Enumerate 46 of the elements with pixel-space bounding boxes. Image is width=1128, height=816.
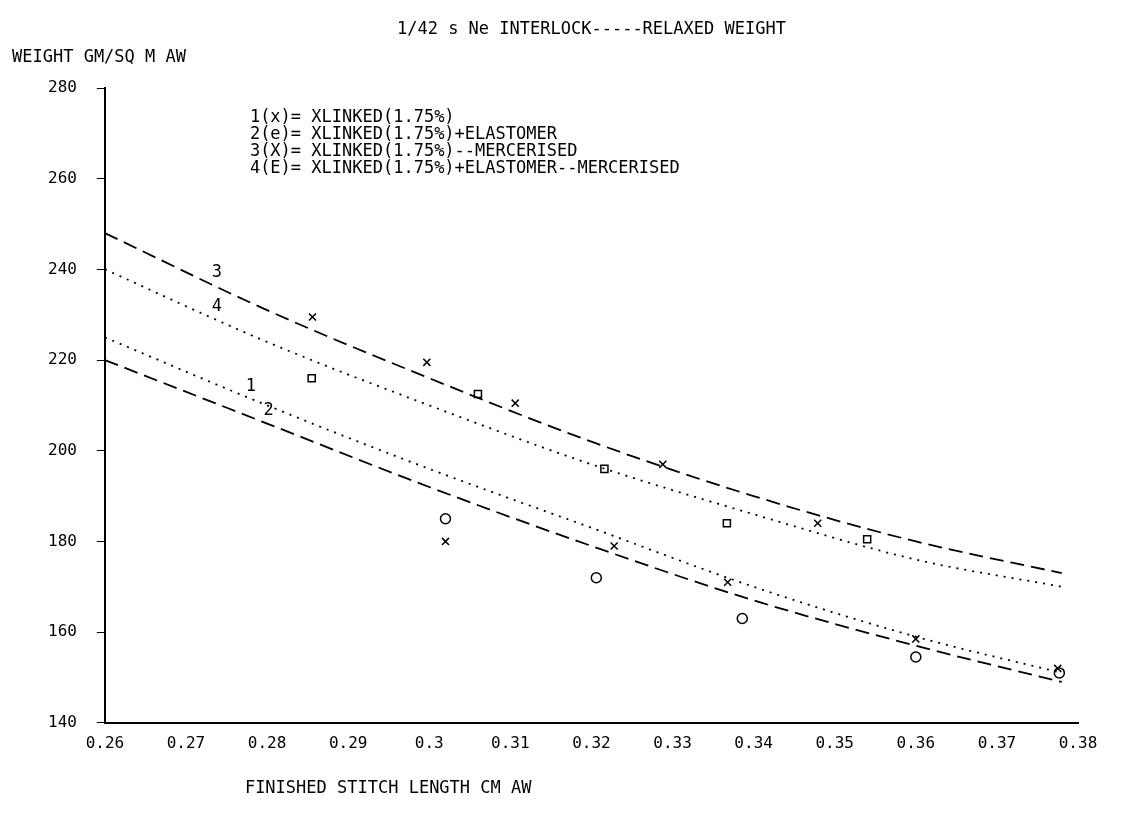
x-tick-label: 0.29 [328, 732, 368, 752]
x-tick-label: 0.32 [572, 732, 611, 752]
annotation: 2 [263, 399, 274, 420]
point [590, 571, 603, 584]
point [473, 389, 483, 399]
y-tick-label: 260 [47, 167, 77, 187]
x-tick-label: 0.33 [653, 732, 692, 752]
annotation: 1 [245, 374, 256, 395]
x-tick-label: 0.37 [977, 732, 1017, 752]
y-tick-label: 220 [47, 349, 77, 369]
x-tick-label: 0.34 [734, 732, 773, 752]
point [910, 651, 922, 663]
x-tick-label: 0.35 [815, 732, 854, 752]
chart-title: 1/42 s Ne INTERLOCK-----RELAXED WEIGHT [396, 18, 786, 39]
y-tick-label: 160 [47, 621, 77, 641]
y-tick-label: 280 [47, 77, 77, 97]
x-tick-label: 0.31 [491, 732, 530, 752]
x-axis-title: FINISHED STITCH LENGTH CM AW [244, 777, 533, 798]
y-tick-label: 180 [47, 530, 77, 550]
x-tick-label: 0.26 [85, 732, 125, 752]
point [600, 464, 609, 474]
point [308, 312, 317, 322]
point [911, 634, 921, 644]
y-tick-label: 200 [47, 439, 77, 459]
y-axis-title: WEIGHT GM/SQ M AW [12, 46, 187, 67]
annotation: 3 [211, 261, 222, 282]
x-tick-label: 0.28 [247, 732, 287, 752]
x-tick-label: 0.36 [896, 732, 936, 752]
point [723, 577, 732, 587]
point [813, 519, 822, 528]
x-tick-label: 0.38 [1058, 732, 1098, 752]
x-tick-label: 0.3 [414, 732, 444, 752]
point [862, 534, 872, 544]
point [422, 358, 432, 367]
point [1053, 667, 1066, 679]
y-tick-label: 240 [47, 258, 77, 278]
point [307, 373, 316, 383]
point [658, 460, 668, 469]
point [1053, 664, 1063, 673]
annotation: 4 [211, 295, 222, 316]
x-tick-label: 0.27 [166, 732, 206, 752]
point [722, 519, 732, 528]
point [510, 398, 520, 408]
point [439, 513, 452, 525]
point [736, 612, 749, 625]
y-tick-label: 140 [47, 711, 77, 731]
